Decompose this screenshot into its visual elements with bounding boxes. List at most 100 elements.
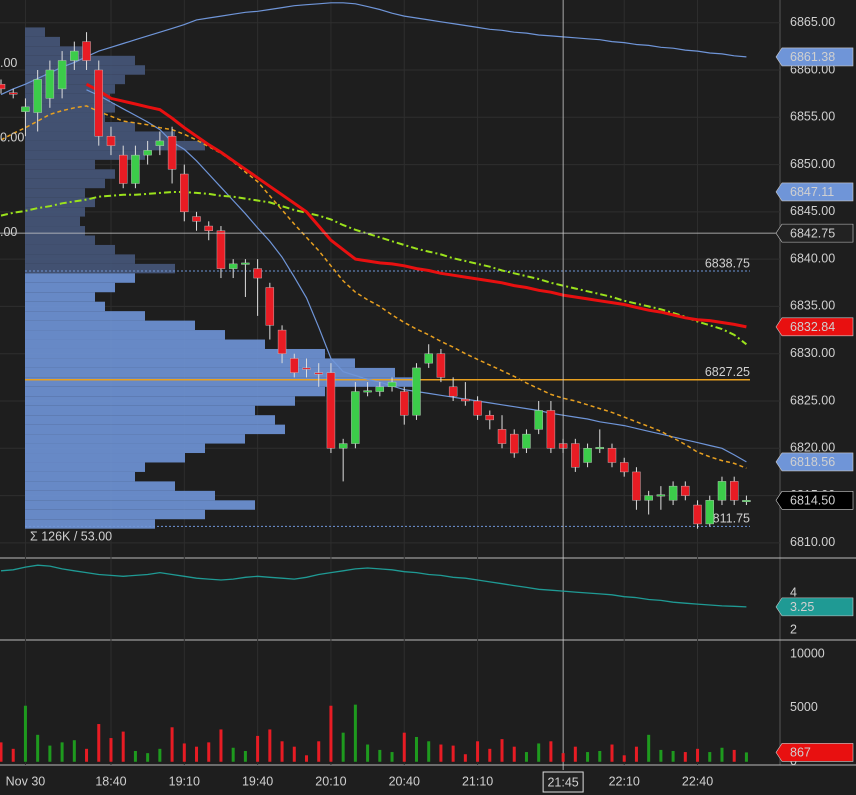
- candle-body: [400, 391, 409, 416]
- profile-bar: [25, 27, 45, 37]
- volume-bar: [744, 752, 748, 762]
- candle-body: [693, 504, 702, 525]
- volume-bar: [634, 746, 638, 762]
- volume-bar: [476, 741, 480, 762]
- candle-body: [204, 225, 213, 231]
- profile-bar: [25, 74, 125, 85]
- profile-bar: [25, 282, 115, 293]
- volume-bar: [329, 705, 333, 762]
- candle-body: [302, 367, 311, 370]
- volume-bar: [0, 742, 3, 762]
- profile-bar: [25, 301, 105, 312]
- profile-bar: [25, 377, 415, 387]
- volume-bar: [512, 746, 516, 762]
- candle-body: [33, 79, 42, 113]
- volume-bar: [146, 753, 150, 762]
- volume-bar: [158, 748, 162, 762]
- volume-bar: [60, 742, 64, 762]
- candle-body: [45, 69, 55, 99]
- candle-body: [228, 263, 238, 269]
- candle-body: [620, 462, 629, 473]
- candle-body: [326, 372, 336, 449]
- candle-body: [363, 390, 372, 393]
- candle-body: [387, 381, 397, 388]
- volume-bar: [586, 752, 590, 762]
- candle-body: [644, 495, 653, 501]
- y-tick-label: 6820.00: [790, 441, 835, 455]
- profile-bar: [25, 65, 145, 75]
- volume-bar: [109, 738, 113, 762]
- candle-body: [314, 372, 323, 375]
- profile-bar: [25, 339, 265, 349]
- candle-body: [155, 140, 165, 146]
- y-tick-label: 5000: [790, 700, 818, 714]
- profile-bar: [25, 103, 115, 113]
- profile-bar: [25, 462, 145, 472]
- profile-bar: [25, 330, 225, 340]
- price-badge: 6818.56: [790, 455, 835, 469]
- candle-body: [265, 287, 275, 326]
- candle-body: [583, 448, 592, 463]
- profile-bar: [25, 519, 155, 529]
- volume-bar: [524, 752, 528, 762]
- profile-bar: [25, 292, 95, 302]
- candle-body: [742, 500, 751, 503]
- candle-body: [118, 154, 128, 184]
- volume-bar: [195, 746, 199, 762]
- price-badge-bg: [775, 182, 854, 202]
- volume-bar: [219, 729, 223, 762]
- volume-bar: [549, 741, 553, 762]
- y-tick-label: 6845.00: [790, 204, 835, 218]
- volume-bar: [378, 749, 382, 762]
- candle-body: [167, 135, 177, 170]
- volume-bar: [402, 732, 406, 762]
- volume-bar: [48, 745, 52, 762]
- y-tick-label: 6840.00: [790, 251, 835, 265]
- volume-bar: [683, 752, 687, 762]
- x-tick-label: 18:40: [95, 774, 126, 788]
- volume-bar: [85, 748, 89, 762]
- candle-body: [668, 485, 678, 501]
- indicator-line: [85, 82, 747, 329]
- indicator-line: [0, 105, 747, 469]
- volume-bar: [280, 741, 284, 762]
- profile-bar: [25, 178, 105, 189]
- x-tick-label: 20:10: [315, 774, 346, 788]
- y-tick-label: 4: [790, 585, 797, 599]
- volume-bar: [463, 754, 467, 762]
- profile-bar: [25, 122, 135, 132]
- y-tick-label: 2: [790, 622, 797, 636]
- candle-body: [522, 433, 531, 449]
- y-tick-label: 6810.00: [790, 535, 835, 549]
- candle-body: [436, 353, 446, 378]
- profile-bar: [25, 424, 285, 435]
- volume-bar: [500, 739, 504, 762]
- profile-bar: [25, 93, 110, 104]
- volume-bar: [207, 742, 211, 762]
- volume-badge-bg: [775, 743, 854, 762]
- x-tick-label: Nov 30: [6, 774, 46, 788]
- profile-bar: [25, 311, 145, 321]
- volume-bar: [366, 744, 370, 762]
- candle-body: [290, 358, 299, 373]
- volume-bar: [97, 724, 101, 762]
- y-tick-label: 6850.00: [790, 157, 835, 171]
- volume-bar: [439, 744, 443, 762]
- profile-bar: [25, 367, 395, 378]
- volume-bar: [720, 747, 724, 762]
- candle-body: [21, 106, 30, 112]
- profile-bar: [25, 490, 215, 501]
- candle-body: [448, 386, 458, 397]
- profile-bar: [25, 500, 255, 510]
- profile-bar: [25, 150, 145, 160]
- x-tick-label: 19:40: [242, 774, 273, 788]
- profile-bar: [25, 254, 135, 264]
- indicator-line: [0, 191, 748, 346]
- candle-body: [424, 353, 433, 364]
- candle-body: [510, 433, 519, 454]
- x-tick-label: 22:10: [609, 774, 640, 788]
- profile-bar: [25, 197, 95, 208]
- candle-body: [253, 268, 262, 279]
